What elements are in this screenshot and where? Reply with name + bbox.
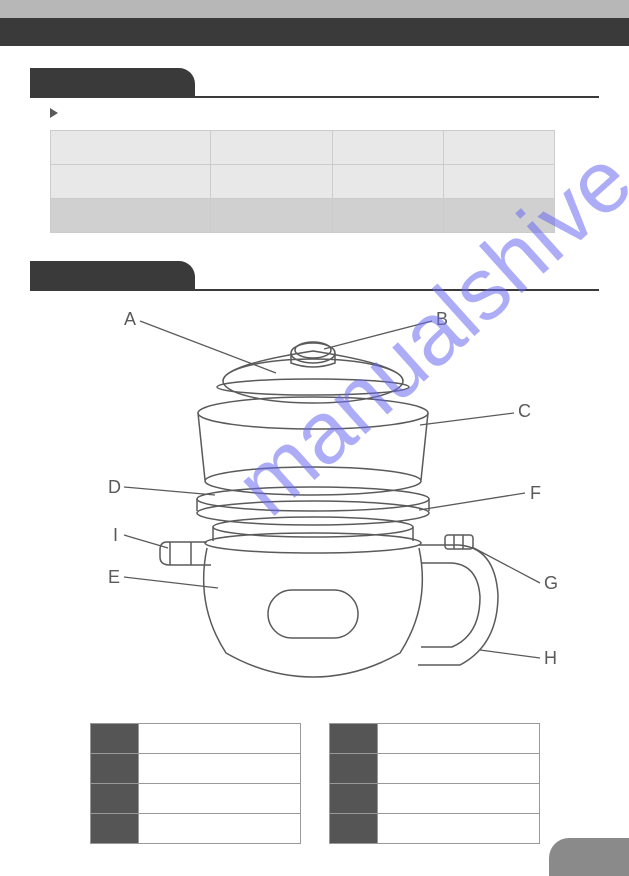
parts-val (377, 814, 539, 844)
section-tab-1 (30, 68, 195, 98)
triangle-icon (50, 108, 58, 118)
parts-val (138, 784, 300, 814)
table-row (51, 131, 555, 165)
product-diagram (0, 295, 629, 715)
parts-key (90, 814, 138, 844)
parts-val (377, 754, 539, 784)
table-row (51, 165, 555, 199)
parts-key (90, 724, 138, 754)
parts-key (90, 754, 138, 784)
top-band-dark (0, 18, 629, 46)
parts-key (329, 754, 377, 784)
parts-val (377, 784, 539, 814)
section-tab-2 (30, 261, 195, 291)
spec-cell (210, 199, 333, 233)
parts-key (329, 814, 377, 844)
table-row (329, 724, 539, 754)
table-row (90, 724, 300, 754)
top-band-light (0, 0, 629, 18)
table-row (90, 814, 300, 844)
diagram-label-h: H (544, 648, 557, 669)
diagram-label-f: F (530, 483, 541, 504)
spec-cell (210, 165, 333, 199)
section-header-2 (30, 261, 599, 291)
table-row (90, 754, 300, 784)
diagram-label-e: E (108, 567, 120, 588)
parts-val (138, 754, 300, 784)
parts-val (138, 814, 300, 844)
table-row (51, 199, 555, 233)
spec-cell (333, 165, 444, 199)
table-row (90, 784, 300, 814)
table-row (329, 814, 539, 844)
spec-cell (444, 131, 555, 165)
footer-page-tab (549, 838, 629, 876)
parts-val (377, 724, 539, 754)
spec-cell (210, 131, 333, 165)
spec-cell (444, 165, 555, 199)
spec-cell (333, 199, 444, 233)
table-row (329, 754, 539, 784)
spec-cell (333, 131, 444, 165)
spec-cell (444, 199, 555, 233)
parts-key (90, 784, 138, 814)
parts-key (329, 784, 377, 814)
spec-cell (51, 199, 211, 233)
diagram-label-g: G (544, 573, 558, 594)
diagram-label-c: C (518, 401, 531, 422)
diagram-label-i: I (113, 525, 118, 546)
parts-tables (60, 723, 569, 844)
diagram-area: A B C D F I E G H (0, 295, 629, 715)
parts-key (329, 724, 377, 754)
spec-table (50, 130, 555, 233)
spec-cell (51, 131, 211, 165)
diagram-label-d: D (108, 477, 121, 498)
section-divider-1 (195, 96, 599, 98)
parts-table-left (90, 723, 301, 844)
spec-cell (51, 165, 211, 199)
section-divider-2 (195, 289, 599, 291)
parts-table-right (329, 723, 540, 844)
table-row (329, 784, 539, 814)
diagram-label-a: A (124, 309, 136, 330)
section-header-1 (30, 68, 599, 98)
parts-val (138, 724, 300, 754)
diagram-label-b: B (436, 309, 448, 330)
